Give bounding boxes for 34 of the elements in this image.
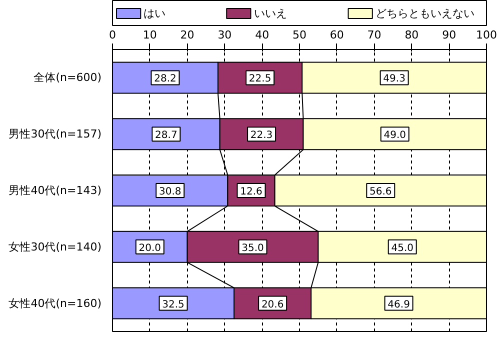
data-label: 28.7: [155, 130, 178, 142]
data-label: 30.8: [158, 186, 182, 198]
y-tick-label: 全体(n=600): [34, 71, 102, 84]
y-tick-label: 男性30代(n=157): [8, 128, 102, 141]
x-tick-label: 20: [180, 28, 194, 42]
x-tick-label: 30: [218, 28, 232, 42]
data-label: 20.6: [261, 299, 284, 310]
x-tick-label: 90: [442, 28, 456, 42]
x-tick-label: 70: [367, 28, 382, 42]
x-tick-label: 80: [404, 28, 419, 42]
x-tick-label: 50: [292, 28, 306, 42]
y-tick-label: 男性40代(n=143): [8, 184, 102, 197]
y-tick-label: 女性40代(n=160): [8, 296, 102, 310]
legend-label: どちらともいえない: [375, 7, 474, 20]
y-tick-label: 女性30代(n=140): [8, 240, 102, 254]
x-tick-label: 60: [330, 28, 344, 42]
data-label: 56.6: [370, 186, 392, 198]
legend-label: はい: [144, 7, 166, 20]
data-label: 32.5: [162, 299, 184, 310]
data-label: 35.0: [242, 242, 264, 254]
x-tick-label: 0: [109, 28, 116, 42]
data-label: 20.0: [138, 242, 162, 254]
data-label: 22.3: [250, 130, 273, 142]
x-tick-label: 10: [142, 28, 157, 42]
data-label: 12.6: [240, 186, 262, 198]
data-label: 49.0: [384, 130, 406, 142]
data-label: 22.5: [248, 74, 272, 85]
data-label: 28.2: [154, 74, 176, 85]
data-label: 49.3: [383, 74, 406, 85]
x-tick-label: 40: [255, 28, 270, 42]
data-label: 46.9: [388, 299, 410, 310]
x-tick-label: 100: [476, 28, 497, 42]
legend-label: いいえ: [254, 7, 287, 20]
data-label: 45.0: [391, 242, 414, 254]
